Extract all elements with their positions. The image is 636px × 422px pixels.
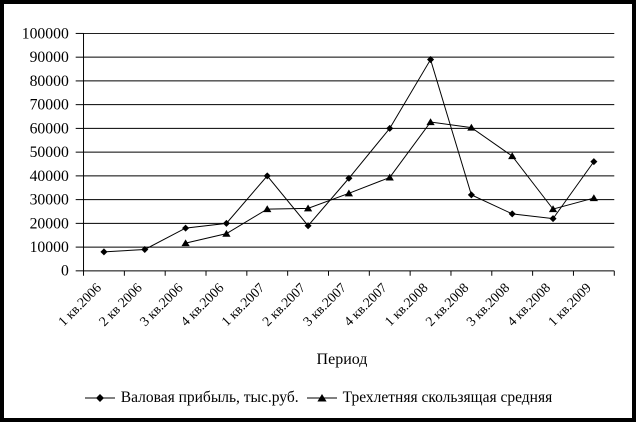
- x-tick-label: 1 кв.2007: [218, 280, 267, 329]
- triangle-data-marker: [344, 189, 354, 197]
- x-axis-title: Период: [316, 351, 368, 368]
- y-tick-label: 10000: [30, 239, 69, 256]
- chart-background: 0 10000 20000 30000 40000 50000 60000 70000 8000…: [4, 4, 632, 418]
- x-tick-label: 2 кв 2006: [96, 280, 145, 329]
- triangle-data-marker: [303, 204, 313, 212]
- diamond-data-marker: [590, 158, 598, 166]
- y-tick-label: 20000: [30, 215, 69, 232]
- x-tick-label: 1 кв.2008: [382, 280, 431, 329]
- triangle-data-marker: [589, 194, 598, 202]
- diamond-data-marker: [100, 248, 108, 256]
- diamond-data-marker: [508, 210, 516, 218]
- x-tick-label: 2 кв.2008: [423, 280, 472, 329]
- x-tick-label: 3 кв.2007: [300, 280, 349, 329]
- y-tick-label: 0: [61, 263, 69, 280]
- diamond-data-marker: [263, 172, 271, 180]
- x-tick-label: 4 кв.2007: [341, 280, 390, 329]
- y-tick-label: 70000: [30, 97, 69, 114]
- y-tick-label: 50000: [30, 144, 69, 161]
- diamond-data-marker: [427, 56, 435, 64]
- chart-plot-area: 0 10000 20000 30000 40000 50000 60000 70000 8000…: [22, 25, 615, 329]
- x-tick-label: 3 кв.2006: [137, 280, 186, 329]
- x-tick-label: 3 кв.2008: [463, 280, 512, 329]
- x-tick-label: 1 кв.2009: [545, 280, 594, 329]
- diamond-data-marker: [141, 245, 149, 254]
- triangle-data-marker: [548, 205, 558, 213]
- x-tick-label: 4 кв.2008: [504, 280, 553, 329]
- triangle-data-marker: [385, 173, 394, 181]
- diamond-marker-icon: [84, 394, 115, 402]
- triangle-data-marker: [263, 205, 272, 213]
- triangle-data-marker: [508, 152, 517, 160]
- y-tick-label: 30000: [30, 192, 69, 209]
- diamond-data-marker: [467, 191, 475, 199]
- triangle-data-marker: [426, 118, 435, 126]
- legend-label-gross-profit: Валовая прибыль, тыс.руб.: [120, 389, 299, 406]
- triangle-marker-icon: [306, 394, 337, 402]
- y-tick-label: 60000: [30, 120, 69, 137]
- legend-item-gross-profit: Валовая прибыль, тыс.руб.: [84, 389, 299, 407]
- y-tick-label: 90000: [30, 49, 69, 66]
- series-line-1: [185, 121, 594, 244]
- triangle-data-marker: [467, 123, 476, 131]
- x-tick-label: 1 кв.2006: [55, 280, 104, 329]
- legend-label-moving-average: Трехлетняя скользящая средняя: [342, 389, 553, 406]
- diamond-data-marker: [182, 224, 190, 232]
- diamond-data-marker: [386, 124, 394, 132]
- x-tick-label: 2 кв.2007: [259, 280, 308, 329]
- diamond-data-marker: [549, 215, 557, 223]
- y-tick-label: 40000: [30, 168, 69, 185]
- triangle-data-marker: [181, 239, 190, 247]
- legend-item-moving-average: Трехлетняя скользящая средняя: [306, 389, 553, 407]
- x-tick-label: 4 кв.2006: [178, 280, 227, 329]
- y-tick-label: 100000: [22, 25, 69, 42]
- triangle-data-marker: [222, 229, 231, 237]
- y-tick-label: 80000: [30, 73, 69, 90]
- legend: Валовая прибыль, тыс.руб. Трехлетняя ско…: [4, 387, 632, 409]
